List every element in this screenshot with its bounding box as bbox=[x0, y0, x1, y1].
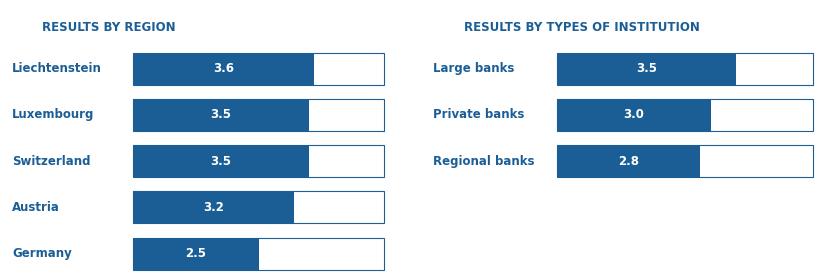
Text: Austria: Austria bbox=[12, 201, 60, 214]
Text: Liechtenstein: Liechtenstein bbox=[12, 62, 102, 75]
Text: 3.5: 3.5 bbox=[210, 155, 232, 168]
Bar bbox=[134, 145, 384, 177]
Text: 3.5: 3.5 bbox=[636, 62, 657, 75]
Bar bbox=[134, 238, 259, 270]
Text: Germany: Germany bbox=[12, 247, 72, 260]
Text: 3.6: 3.6 bbox=[213, 62, 234, 75]
Bar bbox=[557, 99, 710, 131]
Text: Luxembourg: Luxembourg bbox=[12, 109, 94, 121]
Bar bbox=[557, 99, 813, 131]
Bar bbox=[134, 145, 309, 177]
Bar bbox=[134, 53, 314, 85]
Bar bbox=[557, 53, 813, 85]
Text: Private banks: Private banks bbox=[433, 109, 524, 121]
Text: Regional banks: Regional banks bbox=[433, 155, 535, 168]
Text: 3.2: 3.2 bbox=[203, 201, 224, 214]
Text: 2.8: 2.8 bbox=[618, 155, 639, 168]
Bar bbox=[134, 99, 309, 131]
Text: 3.5: 3.5 bbox=[210, 109, 232, 121]
Bar bbox=[134, 238, 384, 270]
Text: 3.0: 3.0 bbox=[624, 109, 644, 121]
Text: 2.5: 2.5 bbox=[186, 247, 206, 260]
Bar bbox=[134, 191, 384, 223]
Text: Large banks: Large banks bbox=[433, 62, 514, 75]
Bar bbox=[557, 145, 813, 177]
Text: RESULTS BY REGION: RESULTS BY REGION bbox=[42, 21, 176, 34]
Text: RESULTS BY TYPES OF INSTITUTION: RESULTS BY TYPES OF INSTITUTION bbox=[464, 21, 700, 34]
Bar bbox=[134, 99, 384, 131]
Bar bbox=[134, 191, 294, 223]
Text: Switzerland: Switzerland bbox=[12, 155, 91, 168]
Bar bbox=[557, 145, 700, 177]
Bar bbox=[557, 53, 736, 85]
Bar bbox=[134, 53, 384, 85]
